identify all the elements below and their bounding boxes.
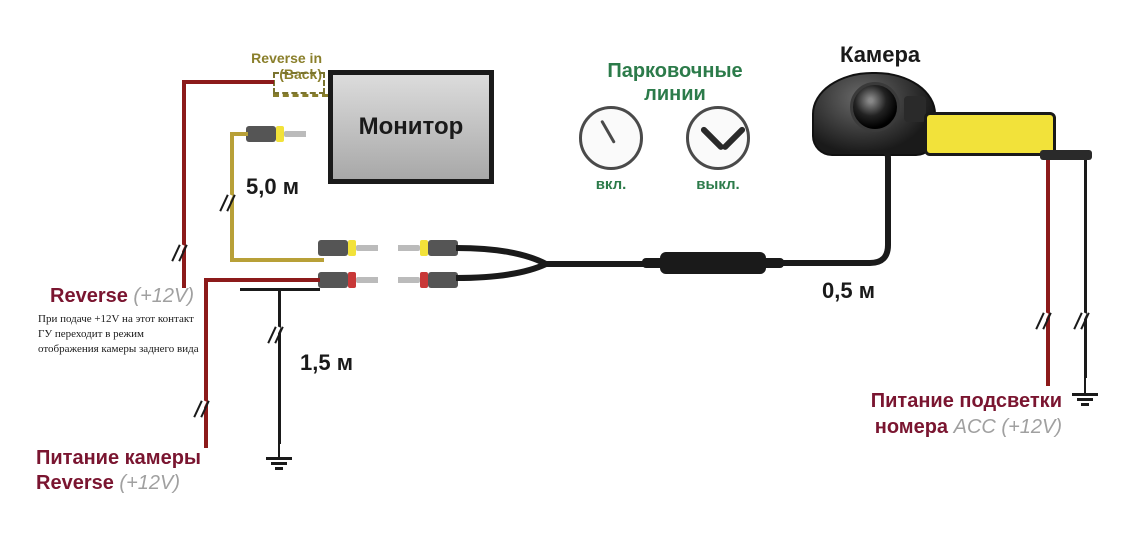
note-text: При подаче +12V на этот контакт ГУ перех… — [38, 312, 199, 357]
monitor: Монитор — [328, 70, 494, 184]
dial-on — [579, 106, 643, 170]
rca-video-pair-right — [398, 240, 458, 256]
reverse-in-dashed — [273, 72, 325, 94]
reverse-12v-label: Reverse (+12V) — [50, 285, 194, 308]
camera-label: Камера — [840, 42, 920, 68]
length-15m-label: 1,5 м — [300, 350, 353, 376]
camera-lug — [904, 96, 926, 122]
wire-reverse-trigger-v — [182, 80, 186, 288]
wire-reverse-trigger-h — [182, 80, 274, 84]
wire-cam-power-v — [204, 278, 208, 448]
reverse-in-label: Reverse in — [247, 50, 322, 66]
reverse-in-dashed-line — [273, 94, 328, 97]
wire-ground-right — [1084, 156, 1087, 378]
monitor-label: Монитор — [359, 113, 464, 141]
rca-power-pair-left — [318, 272, 378, 288]
camera-lens-icon — [850, 82, 900, 132]
license-power-label: Питание подсветки номера ACC (+12V) — [814, 388, 1062, 440]
cable-to-camera-icon — [780, 150, 910, 270]
wire-video-1 — [232, 132, 248, 136]
parking-lines-label: Парковочные линии — [590, 60, 760, 106]
license-connector — [1040, 150, 1092, 160]
wire-video-3 — [230, 258, 324, 262]
wire-ground-left-v — [278, 288, 281, 358]
length-5m-label: 5,0 м — [246, 174, 299, 200]
ground-symbol-right — [1072, 376, 1098, 406]
length-05m-label: 0,5 м — [822, 278, 875, 304]
rca-video-to-monitor — [246, 126, 306, 142]
dial-on-label: вкл. — [579, 176, 643, 193]
dial-off-label: выкл. — [686, 176, 750, 193]
strain-left — [642, 258, 664, 268]
rca-video-pair-left — [318, 240, 378, 256]
ground-symbol-left — [266, 440, 292, 470]
dial-off — [686, 106, 750, 170]
license-plate-light — [924, 112, 1056, 156]
wire-license-v — [1046, 156, 1050, 386]
cam-power-label: Питание камеры Reverse (+12V) — [36, 446, 201, 496]
wire-ground-left-v2 — [278, 358, 281, 444]
rca-power-pair-right — [398, 272, 458, 288]
inline-connector — [660, 252, 766, 274]
wire-cam-power-h — [204, 278, 320, 282]
